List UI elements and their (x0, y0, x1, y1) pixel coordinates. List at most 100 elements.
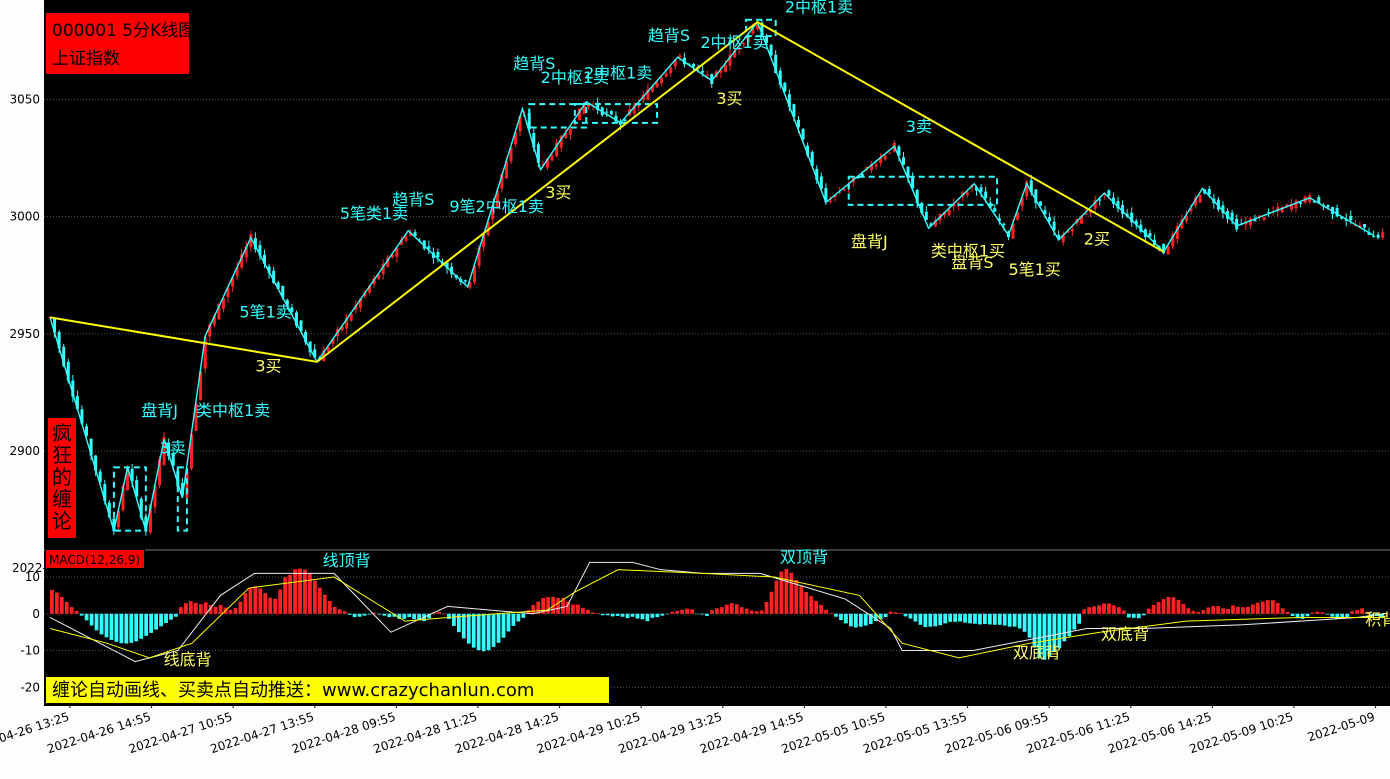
macd-bar (134, 614, 138, 642)
macd-bar (571, 605, 575, 614)
macd-bar (1092, 606, 1096, 613)
macd-bar (1102, 603, 1106, 613)
macd-bar (219, 605, 223, 614)
macd-bar (770, 592, 774, 614)
signal-label: 2中枢1卖 (584, 63, 652, 82)
macd-bar (641, 614, 645, 620)
macd-bar (1271, 600, 1275, 614)
macd-bar (546, 597, 550, 614)
macd-bar (983, 614, 987, 624)
macd-bar (323, 595, 327, 614)
macd-bar (442, 614, 446, 615)
side-tag-char: 缠 (48, 488, 76, 510)
macd-bar (482, 614, 486, 651)
macd-bar (988, 614, 992, 625)
macd-bar (512, 614, 516, 626)
macd-bar (437, 612, 441, 614)
macd-bar (765, 602, 769, 614)
macd-bar (799, 586, 803, 614)
macd-title: MACD(12,26,9) (45, 549, 145, 569)
macd-bar (1013, 614, 1017, 627)
macd-bar (819, 605, 823, 614)
candle-body (993, 208, 996, 212)
macd-bar (531, 605, 535, 614)
macd-bar (169, 614, 173, 620)
macd-bar (239, 602, 243, 614)
macd-bar (1301, 614, 1305, 619)
macd-bar (775, 581, 779, 614)
candle-body (660, 78, 663, 83)
macd-bar (626, 614, 630, 618)
macd-bar (894, 612, 898, 613)
macd-bar (318, 588, 322, 614)
signal-label: 3买 (255, 356, 281, 375)
macd-bar (1112, 605, 1116, 613)
macd-bar (55, 592, 59, 613)
macd-bar (60, 597, 64, 614)
macd-bar (263, 593, 267, 614)
candle-body (884, 156, 887, 160)
signal-label: 3卖 (160, 438, 186, 457)
macd-y-tick: -10 (20, 644, 40, 658)
macd-bar (695, 614, 699, 615)
macd-bar (1236, 607, 1240, 614)
macd-bar (933, 614, 937, 626)
macd-bar (1360, 608, 1364, 614)
macd-bar (904, 614, 908, 617)
signal-label: 5笔1卖 (239, 302, 291, 321)
macd-bar (288, 575, 292, 614)
macd-bar (1196, 612, 1200, 614)
candle-body (669, 67, 672, 73)
macd-bar (149, 614, 153, 633)
macd-bar (948, 614, 952, 622)
signal-label: 类中枢1卖 (196, 401, 270, 420)
macd-bar (1137, 614, 1141, 618)
candle-body (678, 56, 681, 58)
candle-body (980, 187, 983, 191)
macd-bar (293, 569, 297, 613)
macd-bar (1107, 603, 1111, 613)
macd-bar (591, 612, 595, 613)
signal-label: 趋背S (392, 190, 434, 209)
macd-bar (909, 614, 913, 619)
macd-bar (963, 614, 967, 623)
macd-bar (234, 608, 238, 614)
macd-bar (129, 614, 133, 643)
macd-bar (680, 610, 684, 614)
macd-bar (1350, 611, 1354, 614)
macd-bar (100, 614, 104, 635)
macd-bar (154, 614, 158, 630)
candle-body (724, 65, 727, 72)
macd-bar (85, 614, 89, 621)
signal-label: 盘背J (851, 232, 888, 251)
macd-bar (1221, 608, 1225, 614)
macd-bar (705, 614, 709, 616)
macd-bar (95, 614, 99, 631)
signal-label: 2中枢1卖 (785, 0, 853, 17)
macd-bar (229, 610, 233, 614)
macd-bar (596, 613, 600, 614)
macd-bar (1157, 602, 1161, 614)
side-tag: 疯 狂 的 缠 论 (47, 417, 77, 539)
candle-body (610, 111, 613, 114)
candle-body (706, 75, 709, 76)
candle-body (624, 120, 627, 121)
signal-label: 2买 (1084, 230, 1110, 249)
macd-bar (735, 604, 739, 614)
macd-bar (914, 614, 918, 622)
chart-title: 000001 5分K线图 (52, 17, 183, 45)
macd-bar (1191, 611, 1195, 614)
macd-bar (1122, 610, 1126, 613)
macd-bar (1127, 614, 1131, 618)
macd-bar (144, 614, 148, 636)
macd-bar (685, 609, 689, 614)
price-y-tick: 3050 (9, 92, 40, 106)
macd-bar (174, 614, 178, 617)
macd-bar (1216, 606, 1220, 614)
candle-body (1167, 246, 1170, 254)
candle-body (984, 192, 987, 199)
macd-bar (1266, 600, 1270, 614)
candle-body (656, 83, 659, 87)
